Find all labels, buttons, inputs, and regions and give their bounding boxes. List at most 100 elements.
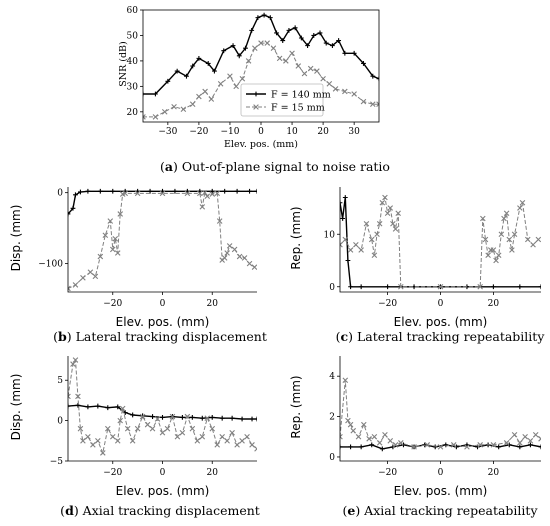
y-tick-label: 2 <box>329 413 335 423</box>
data-point-x <box>376 440 383 446</box>
data-point-plus <box>150 414 155 419</box>
data-point-x <box>201 189 208 196</box>
plot-area <box>340 194 541 290</box>
data-point-x <box>350 427 357 434</box>
axes-spines <box>67 187 257 293</box>
panel-c: −20 0 20 0 10 Elev. pos. (mm) Rep. (mm) (c) Lat… <box>289 187 545 344</box>
data-point-plus <box>345 258 351 263</box>
data-point-x <box>503 210 510 217</box>
data-point-x <box>109 246 116 253</box>
data-point-x <box>90 442 96 448</box>
x-tick-label: 20 <box>207 468 219 478</box>
caption-text: ) Axial tracking repeatability <box>355 503 538 518</box>
data-point-plus <box>209 414 215 420</box>
data-point-plus <box>221 48 227 54</box>
data-point-plus <box>234 188 240 194</box>
data-point-x <box>134 190 141 197</box>
data-point-x <box>241 255 248 261</box>
x-tick-label: 0 <box>438 299 444 309</box>
x-axis-label: Elev. pos. (mm) <box>394 484 488 498</box>
data-point-plus <box>369 442 375 448</box>
data-point-plus <box>153 91 158 97</box>
y-axis-label: SNR (dB) <box>118 41 129 86</box>
data-point-x <box>387 438 394 444</box>
data-point-x <box>392 442 399 448</box>
data-point-plus <box>130 412 136 418</box>
data-point-x <box>224 438 230 444</box>
data-point-plus <box>517 284 523 290</box>
panel-b: −20 0 20 −100 0 Elev. pos. (mm) Disp. (mm) (b) … <box>9 187 267 344</box>
plot-area <box>143 12 379 120</box>
data-point-plus <box>110 188 116 194</box>
y-tick-label: 20 <box>127 108 139 118</box>
x-tick-label: 0 <box>258 127 264 137</box>
data-point-plus <box>243 45 248 51</box>
data-point-x <box>189 425 196 432</box>
y-axis-label: Rep. (mm) <box>289 375 303 438</box>
data-point-x <box>538 435 541 442</box>
data-point-x <box>390 220 396 227</box>
data-point-plus <box>68 211 71 217</box>
data-point-x <box>366 435 372 442</box>
data-point-x <box>95 438 101 444</box>
data-point-x <box>226 243 233 249</box>
data-point-plus <box>267 15 273 21</box>
data-point-x <box>134 425 141 432</box>
data-point-x <box>511 431 518 438</box>
data-point-plus <box>97 188 103 194</box>
data-point-plus <box>229 415 235 421</box>
data-point-x <box>144 421 151 428</box>
x-tick-label: 0 <box>160 468 166 478</box>
x-tick-label: 20 <box>488 299 500 309</box>
data-point-x <box>437 444 444 450</box>
data-point-plus <box>538 444 541 450</box>
data-point-plus <box>212 68 217 74</box>
data-point-x <box>105 425 111 432</box>
data-point-x <box>85 433 91 440</box>
data-point-x <box>347 247 354 253</box>
data-point-x <box>80 275 86 281</box>
data-point-x <box>114 250 121 256</box>
data-point-x <box>161 109 168 115</box>
data-point-x <box>246 260 253 267</box>
data-point-x <box>80 438 86 444</box>
data-point-plus <box>140 413 146 419</box>
y-tick-label: −5 <box>50 457 64 467</box>
data-point-x <box>355 433 362 440</box>
data-point-x <box>374 231 380 238</box>
y-tick-label: 5 <box>57 376 63 386</box>
data-point-x <box>208 96 215 102</box>
data-point-plus <box>348 444 353 450</box>
data-point-x <box>251 264 257 270</box>
panel-caption: (e) Axial tracking repeatability <box>342 503 538 518</box>
data-point-x <box>264 40 270 46</box>
data-point-plus <box>496 444 502 450</box>
panel-caption: (c) Lateral tracking repeatability <box>336 329 546 344</box>
data-point-x <box>361 421 367 428</box>
data-point-x <box>509 247 515 253</box>
data-point-plus <box>490 284 496 290</box>
caption-letter: e <box>347 503 355 518</box>
data-point-x <box>530 241 536 248</box>
caption-letter: c <box>341 329 349 344</box>
data-point-plus <box>190 63 196 69</box>
series-line-2 <box>340 380 541 448</box>
series-line-1 <box>340 197 541 288</box>
data-point-plus <box>361 61 366 66</box>
caption-text: ) Out-of-plane signal to noise ratio <box>173 159 390 174</box>
data-point-x <box>112 236 119 242</box>
data-point-x <box>258 40 264 46</box>
data-point-x <box>384 210 391 217</box>
data-point-x <box>320 75 326 82</box>
x-tick-label: −20 <box>103 468 122 478</box>
data-point-x <box>184 413 191 420</box>
data-point-plus <box>376 76 379 82</box>
plot-area <box>340 377 541 452</box>
y-tick-label: 4 <box>329 372 335 382</box>
data-point-x <box>252 45 258 51</box>
data-point-x <box>209 425 216 432</box>
x-tick-label: −20 <box>378 468 397 478</box>
series-line-2 <box>68 191 255 289</box>
data-point-x <box>233 83 239 90</box>
data-point-x <box>358 247 364 253</box>
